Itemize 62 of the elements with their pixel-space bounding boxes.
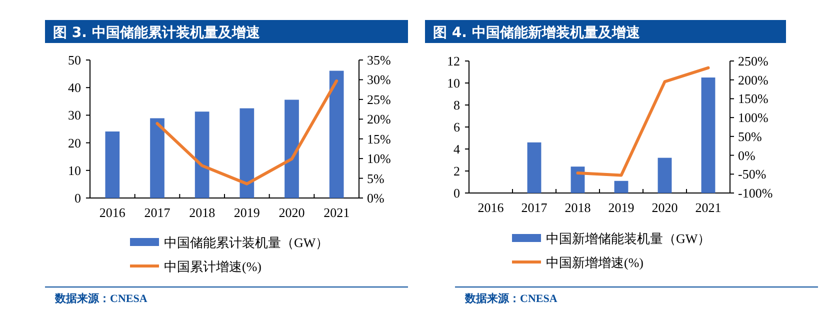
- bar: [527, 142, 542, 193]
- y2-tick-label: 10%: [367, 151, 391, 166]
- x-tick-label: 2021: [695, 200, 722, 215]
- legend-label: 中国新增储能装机量（GW）: [546, 231, 711, 246]
- y2-tick-label: 0%: [738, 148, 756, 163]
- bar: [240, 108, 254, 198]
- x-tick-label: 2021: [324, 205, 350, 220]
- y2-tick-label: 100%: [738, 110, 768, 126]
- y-tick-label: 8: [454, 98, 460, 112]
- x-tick-label: 2020: [652, 200, 678, 215]
- y-tick-label: 10: [68, 162, 81, 178]
- bar: [150, 118, 164, 198]
- y-tick-label: 30: [68, 108, 81, 123]
- chart-title: 图 4. 中国储能新增装机量及增速: [433, 24, 641, 41]
- line-series: [576, 66, 710, 177]
- y2-tick-label: 150%: [738, 91, 768, 106]
- line-series: [156, 79, 338, 186]
- y-tick-label: 12: [447, 54, 460, 68]
- x-tick-label: 2017: [144, 205, 171, 220]
- bar: [105, 131, 120, 198]
- bar: [194, 112, 210, 198]
- x-tick-label: 2019: [608, 200, 634, 215]
- y2-tick-label: 5%: [367, 170, 384, 186]
- y-tick-label: 10: [447, 76, 460, 90]
- bar: [658, 158, 672, 193]
- bar: [614, 180, 628, 193]
- x-tick-label: 2018: [564, 200, 591, 215]
- y2-tick-label: 250%: [738, 54, 768, 68]
- legend-label: 中国累计增速(%): [164, 259, 262, 274]
- y2-tick-label: -50%: [738, 166, 766, 182]
- y2-tick-label: 35%: [367, 52, 391, 68]
- x-tick-label: 2016: [478, 200, 504, 215]
- x-tick-label: 2017: [521, 200, 548, 215]
- y2-tick-label: 50%: [738, 128, 762, 144]
- bar: [284, 100, 299, 198]
- y-tick-label: 20: [68, 135, 81, 150]
- bar: [570, 166, 585, 193]
- bar: [701, 78, 716, 193]
- y2-tick-label: 30%: [367, 72, 391, 88]
- bar: [329, 70, 344, 198]
- x-tick-label: 2019: [234, 205, 260, 220]
- source-note: 数据来源：CNESA: [464, 292, 558, 305]
- y-tick-label: 40: [68, 80, 81, 96]
- y2-tick-label: 20%: [367, 112, 391, 127]
- chart-title: 图 3. 中国储能累计装机量及增速: [53, 25, 261, 41]
- legend-label: 中国储能累计装机量（GW）: [164, 235, 329, 250]
- x-tick-label: 2020: [278, 205, 305, 220]
- y-tick-label: 0: [74, 190, 81, 206]
- source-note: 数据来源：CNESA: [54, 292, 148, 305]
- y-tick-label: 2: [454, 164, 460, 178]
- y-tick-label: 0: [454, 186, 460, 200]
- legend-label: 中国新增增速(%): [546, 255, 644, 270]
- x-tick-label: 2016: [99, 205, 126, 220]
- y-tick-label: 50: [68, 52, 81, 68]
- y-tick-label: 6: [454, 120, 460, 134]
- y-tick-label: 4: [454, 142, 460, 156]
- y2-tick-label: 15%: [367, 131, 391, 146]
- x-tick-label: 2018: [189, 205, 216, 220]
- y2-tick-label: 0%: [367, 190, 384, 206]
- y2-tick-label: 25%: [367, 92, 391, 107]
- y2-tick-label: -100%: [738, 186, 773, 200]
- y2-tick-label: 200%: [738, 72, 768, 88]
